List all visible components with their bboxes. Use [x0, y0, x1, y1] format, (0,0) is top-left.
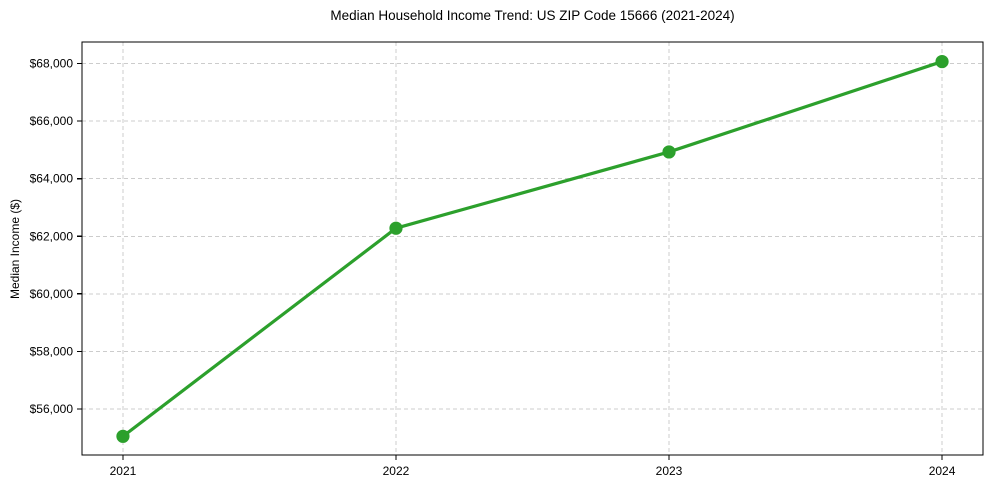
chart-title: Median Household Income Trend: US ZIP Co… [330, 8, 735, 23]
y-tick-label: $68,000 [30, 57, 74, 71]
plot-border [81, 41, 984, 456]
y-tick-label: $56,000 [30, 402, 74, 416]
y-tick-label: $62,000 [30, 229, 74, 243]
data-point-2024 [935, 54, 949, 69]
y-tick-label: $58,000 [30, 344, 74, 358]
income-trend-line [121, 59, 944, 438]
x-tick-label: 2021 [110, 464, 137, 478]
y-tick-label: $60,000 [30, 287, 74, 301]
x-tick-label: 2022 [383, 464, 410, 478]
x-tick-label: 2023 [656, 464, 683, 478]
y-tick-label: $64,000 [30, 172, 74, 186]
data-point-2023 [662, 145, 676, 159]
y-tick-label: $66,000 [30, 114, 74, 128]
data-point-2021 [116, 429, 130, 443]
data-point-2022 [389, 221, 403, 235]
x-tick-label: 2024 [929, 464, 956, 478]
